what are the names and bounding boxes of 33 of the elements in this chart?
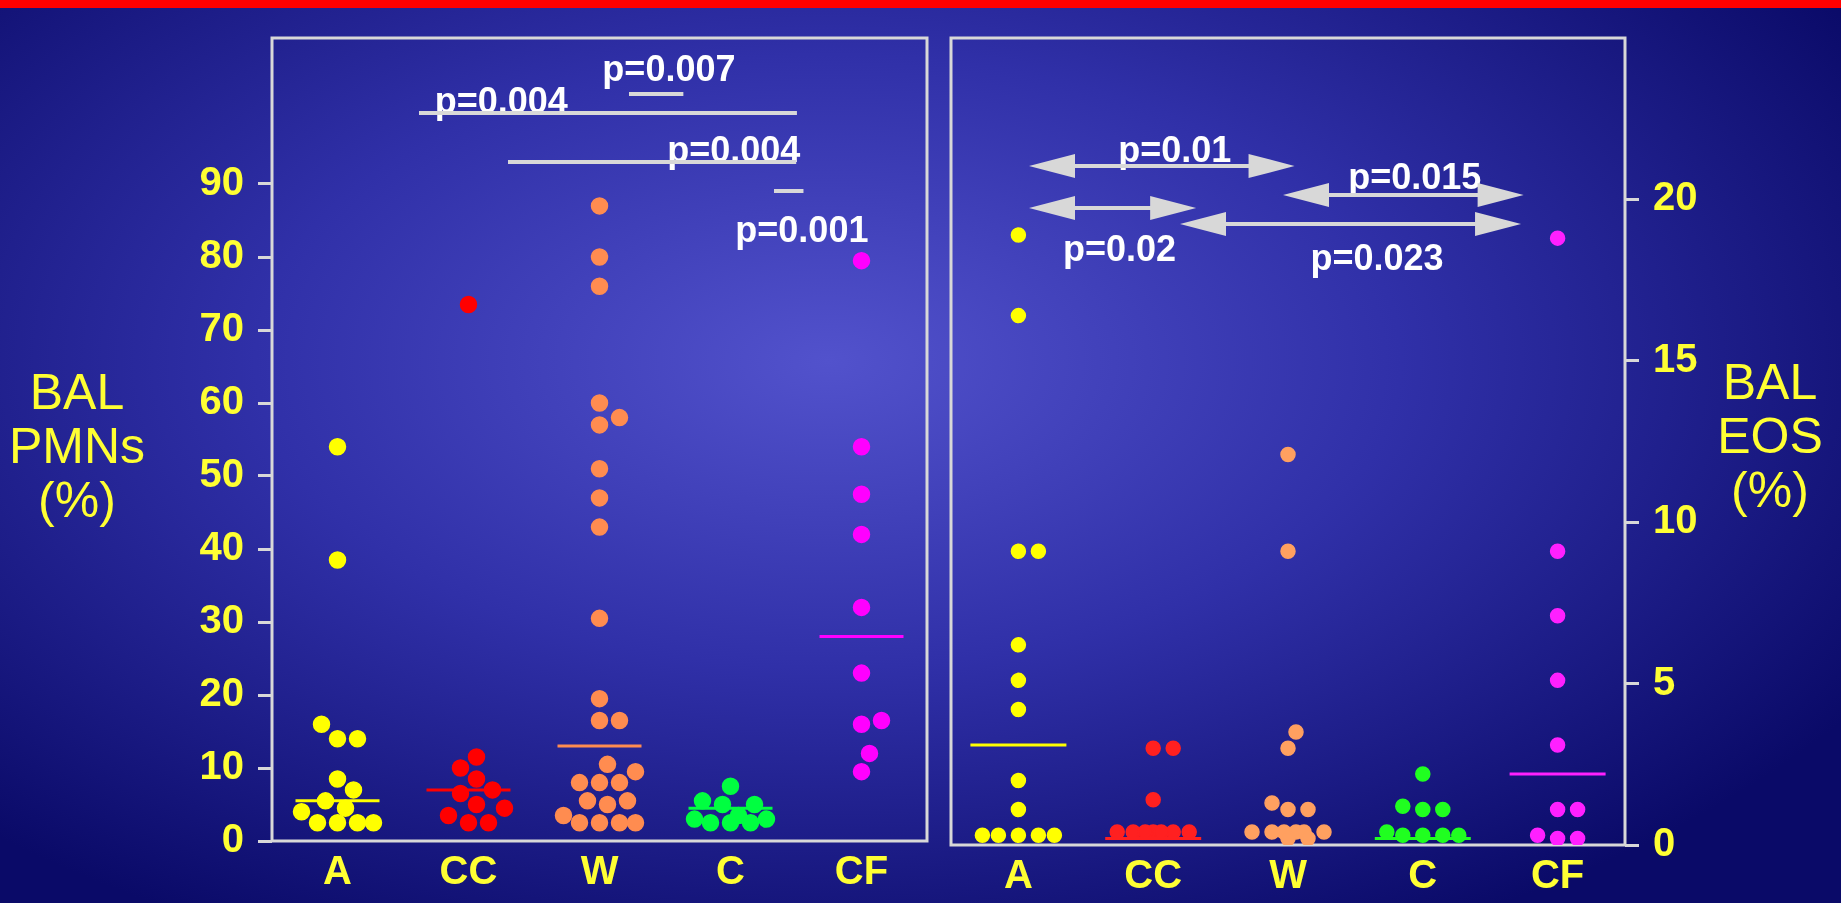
x-tick-label: C [716,848,745,893]
y2-tick-label: 15 [1653,335,1698,380]
y2-tick-label: 5 [1653,658,1676,703]
y-tick-label: 80 [199,232,244,277]
x-tick-label: W [1269,852,1308,897]
y2-axis-title: BAL EOS (%) [1717,354,1823,518]
annotation: p=0.023 [1310,237,1444,279]
y-axis-title: BAL PMNs (%) [7,364,147,528]
y-tick-label: 90 [199,159,244,204]
x-tick-label: CF [834,848,889,893]
y-tick-label: 10 [199,743,244,788]
annotation: p=0.007 [602,48,736,90]
y-tick-label: 0 [221,816,244,861]
y-tick-label: 30 [199,597,244,642]
y-tick-label: 40 [199,524,244,569]
x-tick-label: CC [439,848,498,893]
annotation: p=0.01 [1118,129,1232,171]
y-tick-label: 50 [199,451,244,496]
y2-tick-label: 10 [1653,497,1698,542]
y-tick-label: 20 [199,670,244,715]
annotation: p=0.001 [735,208,869,250]
y2-tick-label: 20 [1653,174,1698,219]
y-tick-label: 70 [199,305,244,350]
y-tick-label: 60 [199,378,244,423]
x-tick-label: C [1408,852,1438,897]
x-tick-label: CC [1124,852,1183,897]
x-tick-label: A [1003,852,1033,897]
x-tick-label: CF [1530,852,1585,897]
x-tick-label: A [323,848,352,893]
annotation: p=0.015 [1348,155,1482,197]
x-tick-label: W [580,848,619,893]
annotation: p=0.02 [1062,227,1177,269]
y2-tick-label: 0 [1653,820,1676,865]
